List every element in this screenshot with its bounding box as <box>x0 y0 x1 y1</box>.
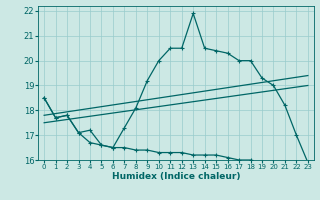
X-axis label: Humidex (Indice chaleur): Humidex (Indice chaleur) <box>112 172 240 181</box>
